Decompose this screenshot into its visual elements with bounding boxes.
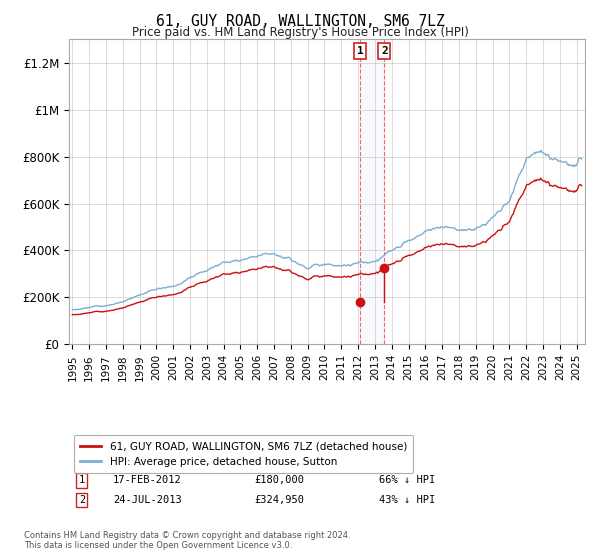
Text: 1: 1 xyxy=(357,46,364,56)
Text: 1: 1 xyxy=(79,475,85,485)
Text: 66% ↓ HPI: 66% ↓ HPI xyxy=(379,475,435,485)
Bar xyxy=(360,39,385,344)
Text: Price paid vs. HM Land Registry's House Price Index (HPI): Price paid vs. HM Land Registry's House … xyxy=(131,26,469,39)
Text: 43% ↓ HPI: 43% ↓ HPI xyxy=(379,495,435,505)
Text: 2: 2 xyxy=(79,495,85,505)
Text: 17-FEB-2012: 17-FEB-2012 xyxy=(113,475,182,485)
Text: 61, GUY ROAD, WALLINGTON, SM6 7LZ: 61, GUY ROAD, WALLINGTON, SM6 7LZ xyxy=(155,14,445,29)
Text: £324,950: £324,950 xyxy=(255,495,305,505)
Legend: 61, GUY ROAD, WALLINGTON, SM6 7LZ (detached house), HPI: Average price, detached: 61, GUY ROAD, WALLINGTON, SM6 7LZ (detac… xyxy=(74,435,413,473)
Text: 24-JUL-2013: 24-JUL-2013 xyxy=(113,495,182,505)
Text: Contains HM Land Registry data © Crown copyright and database right 2024.
This d: Contains HM Land Registry data © Crown c… xyxy=(24,530,350,550)
Text: £180,000: £180,000 xyxy=(255,475,305,485)
Text: 2: 2 xyxy=(381,46,388,56)
